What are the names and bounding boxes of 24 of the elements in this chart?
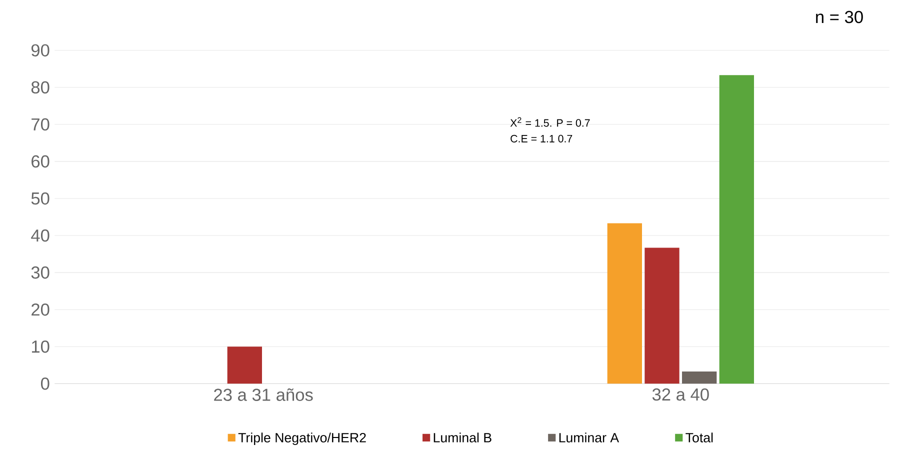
bar	[644, 248, 680, 384]
bar	[682, 371, 717, 384]
x-tick-label: 23 a 31 años	[214, 388, 313, 401]
text: n = 30	[816, 10, 863, 24]
bar	[227, 346, 262, 384]
x-tick-label: 32 a 40	[652, 388, 709, 401]
annotation: C.E = 1.1 0.7	[510, 134, 572, 142]
y-tick-label: 60	[32, 155, 50, 168]
legend-label: Triple Negativo/HER2	[238, 432, 366, 446]
annotation: X$^{2}$ = 1.5. P = 0.7	[510, 117, 590, 127]
legend-label: Luminal B	[434, 432, 492, 442]
y-tick-label: 20	[32, 303, 50, 316]
y-tick-label: 40	[31, 229, 50, 242]
y-tick-label: 90	[31, 44, 50, 56]
y-tick-label: 30	[31, 266, 50, 279]
bar	[719, 75, 754, 384]
y-tick-label: 70	[32, 118, 50, 131]
legend-label: Total	[686, 432, 713, 442]
legend-label: Luminar A	[559, 432, 620, 442]
y-tick-label: 80	[31, 81, 50, 94]
y-tick-label: 10	[32, 340, 50, 353]
y-tick-label: 0	[40, 378, 50, 390]
bar	[607, 223, 642, 384]
y-tick-label: 50	[31, 192, 50, 205]
